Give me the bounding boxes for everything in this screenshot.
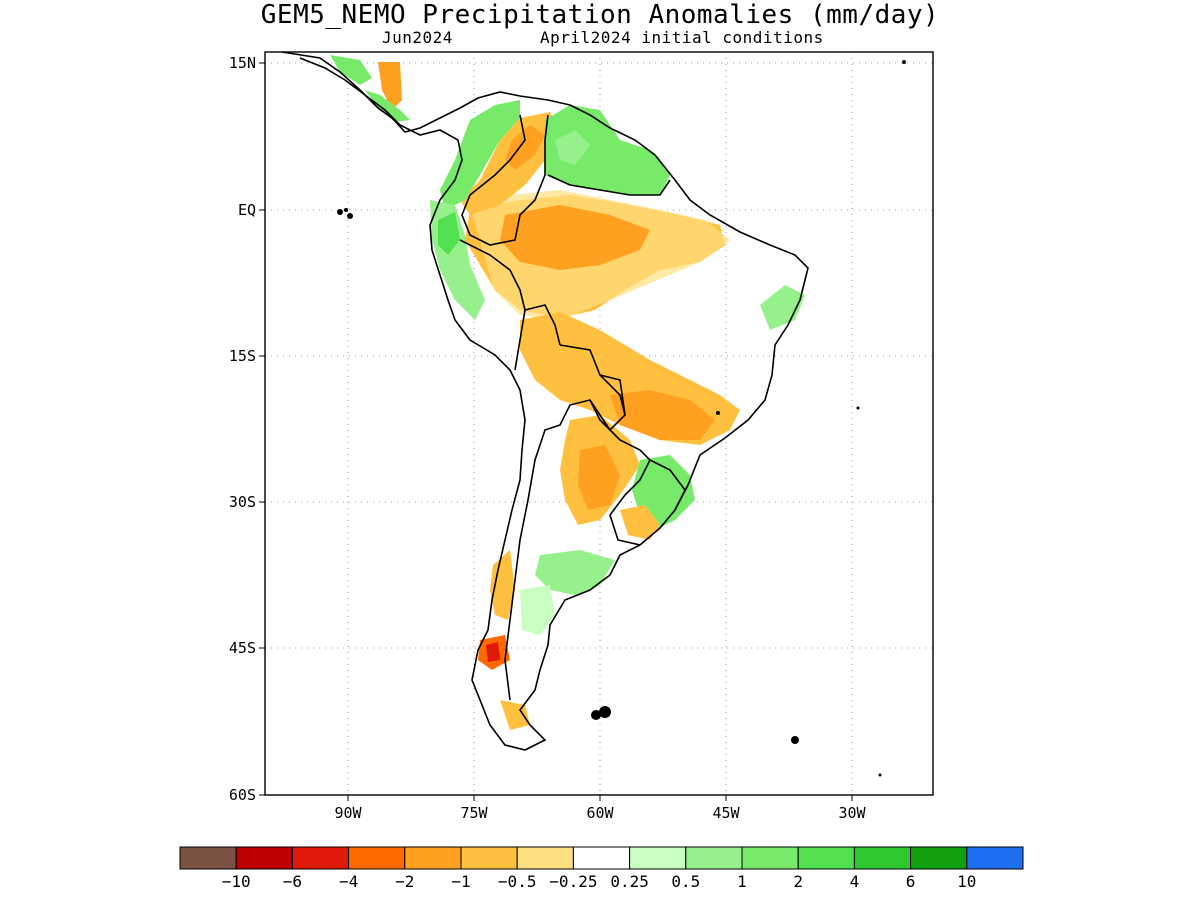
forecast-month: Jun2024 (382, 28, 453, 47)
colorbar-swatch (235, 846, 293, 870)
colorbar-label: 6 (905, 872, 916, 891)
colorbar-label: −0.5 (497, 872, 537, 891)
colorbar-label: −6 (282, 872, 303, 891)
lat-label-45s: 45S (228, 639, 256, 657)
colorbar-label: −1 (451, 872, 471, 891)
colorbar-label: −10 (221, 872, 251, 891)
islands (337, 60, 906, 777)
coastlines (281, 51, 809, 751)
colorbar-swatch (797, 846, 855, 870)
colorbar-label: 0.5 (671, 872, 701, 891)
lon-label-75w: 75W (460, 804, 488, 822)
anomaly-shading (330, 55, 805, 730)
axis-ticks (259, 62, 853, 801)
colorbar (179, 846, 1024, 870)
lat-label-eq: EQ (237, 201, 256, 219)
lat-label-15s: 15S (228, 347, 256, 365)
colorbar-swatch (853, 846, 912, 870)
colorbar-swatch (629, 846, 687, 870)
map-border (264, 51, 934, 796)
lon-label-60w: 60W (586, 804, 614, 822)
colorbar-label: 2 (793, 872, 803, 891)
colorbar-swatch (966, 846, 1024, 870)
colorbar-label: 0.25 (610, 872, 649, 891)
map-title: GEM5_NEMO Precipitation Anomalies (mm/da… (260, 0, 940, 30)
colorbar-swatch (741, 846, 799, 870)
colorbar-swatch (291, 846, 350, 870)
initial-conditions: April2024 initial conditions (540, 28, 824, 47)
colorbar-swatch (404, 846, 462, 870)
colorbar-swatch (460, 846, 518, 870)
colorbar-label: −4 (338, 872, 359, 891)
colorbar-label: 10 (957, 872, 977, 891)
colorbar-swatch (910, 846, 968, 870)
colorbar-swatch (179, 846, 237, 870)
lat-label-60s: 60S (228, 786, 256, 804)
colorbar-label: −2 (395, 872, 415, 891)
lon-label-90w: 90W (334, 804, 362, 822)
colorbar-swatch (572, 846, 631, 870)
lat-label-30s: 30S (228, 493, 256, 511)
lon-label-45w: 45W (712, 804, 740, 822)
colorbar-swatch (516, 846, 574, 870)
colorbar-swatch (685, 846, 743, 870)
colorbar-label: −0.25 (549, 872, 598, 891)
lat-label-15n: 15N (228, 54, 256, 72)
colorbar-label: 4 (849, 872, 860, 891)
colorbar-label: 1 (737, 872, 747, 891)
lon-label-30w: 30W (838, 804, 866, 822)
colorbar-swatch (348, 846, 406, 870)
